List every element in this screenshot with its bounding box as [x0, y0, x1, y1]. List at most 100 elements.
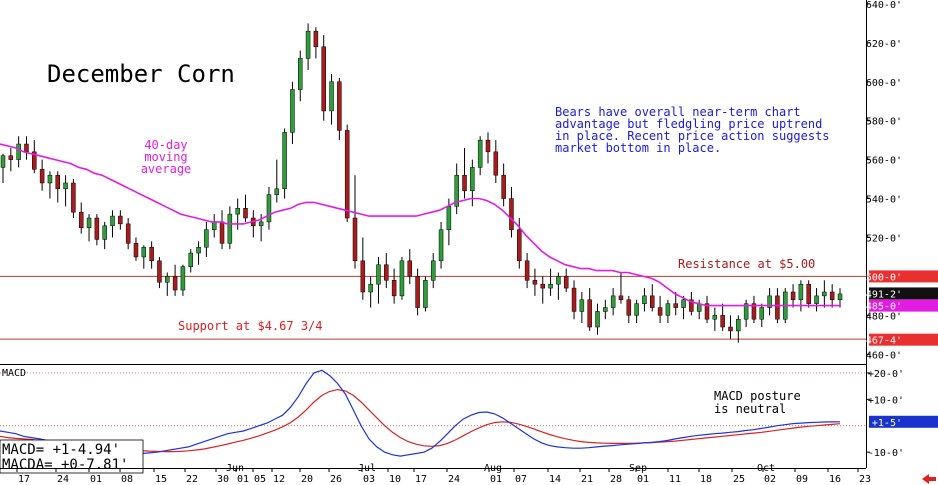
candle-body — [71, 182, 76, 213]
candle-body — [376, 264, 381, 285]
price-tick-label: 460-0' — [866, 350, 902, 361]
candle-body — [579, 299, 585, 312]
candle-body — [329, 81, 334, 112]
date-tick-label: 10 — [389, 474, 401, 485]
date-tick-label: 12 — [273, 474, 285, 485]
date-tick-label: 01 — [637, 474, 649, 485]
moving-average-line — [0, 143, 840, 307]
candle-body — [728, 326, 733, 332]
macd-tick-label: -10-0' — [868, 448, 904, 459]
candle-body — [384, 264, 389, 281]
candle-body — [626, 299, 632, 316]
candle-body — [204, 229, 209, 248]
price-tick-label: 480-0' — [866, 311, 902, 322]
candle-body — [767, 295, 772, 308]
price-tick-label: 640-0' — [866, 0, 902, 11]
candle-body — [407, 260, 413, 277]
candle-body — [8, 155, 14, 160]
price-tag-label: 485-0' — [866, 302, 902, 313]
candle-body — [822, 291, 827, 297]
candle-body — [462, 174, 467, 192]
candle-body — [563, 276, 569, 289]
candle-body — [305, 30, 311, 59]
month-label: Aug — [484, 463, 502, 474]
date-tick-label: 08 — [121, 474, 133, 485]
macd-readout: MACD= +1-4.94' — [2, 442, 120, 458]
candle-body — [790, 291, 796, 301]
date-tick-label: 01 — [90, 474, 102, 485]
candle-body — [798, 283, 804, 301]
candle-body — [399, 260, 405, 297]
price-tick-label: 520-0' — [866, 233, 902, 244]
date-tick-label: 02 — [764, 474, 776, 485]
macd-readout-box — [0, 439, 144, 474]
candle-body — [587, 299, 592, 328]
candle-body — [290, 89, 295, 133]
candle-body — [63, 182, 68, 190]
date-tick-label: 09 — [796, 474, 808, 485]
candle-body — [548, 283, 553, 289]
candle-body — [141, 246, 147, 258]
candle-body — [501, 174, 506, 199]
candle-body — [775, 295, 780, 320]
candle-body — [571, 287, 577, 312]
candle-body — [446, 206, 452, 230]
candle-body — [133, 243, 139, 258]
date-tick-label: 15 — [155, 474, 167, 485]
candle-body — [219, 221, 225, 244]
candle-body — [55, 174, 61, 190]
candle-body — [814, 295, 819, 304]
candle-body — [454, 174, 459, 207]
candle-body — [149, 246, 154, 262]
candle-body — [157, 260, 162, 283]
date-tick-label: 03 — [363, 474, 375, 485]
candle-body — [524, 260, 530, 281]
date-tick-label: 21 — [581, 474, 593, 485]
candle-body — [642, 295, 647, 304]
candle-body — [337, 81, 342, 131]
candle-body — [235, 208, 240, 215]
candle-body — [298, 58, 303, 90]
macd-tag — [869, 415, 938, 428]
candle-body — [493, 151, 499, 176]
candle-body — [704, 303, 710, 320]
candle-body — [423, 280, 428, 308]
macd-tick-label: +20-0' — [868, 369, 904, 380]
price-tag-label: 467-4' — [866, 336, 902, 347]
macda-readout: MACDA= +0-7.81' — [2, 457, 128, 473]
date-tick-label: 24 — [448, 474, 460, 485]
date-tick-label: 16 — [829, 474, 841, 485]
month-label: Sep — [629, 463, 647, 474]
candle-body — [665, 303, 671, 316]
candle-body — [360, 260, 366, 293]
price-tag — [869, 270, 938, 283]
candle-body — [282, 132, 287, 190]
candle-body — [24, 143, 29, 153]
date-tick-label: 24 — [57, 474, 69, 485]
date-tick-label: 05 — [254, 474, 266, 485]
date-tick-label: 07 — [515, 474, 527, 485]
scroll-arrow-icon[interactable] — [922, 474, 936, 484]
candle-body — [243, 208, 248, 219]
candle-body — [556, 276, 561, 285]
date-tick-label: 18 — [700, 474, 712, 485]
candle-body — [391, 280, 397, 297]
date-tick-label: 30 — [217, 474, 229, 485]
candle-body — [110, 215, 115, 227]
price-tick-label: 560-0' — [866, 156, 902, 167]
candle-body — [165, 276, 170, 283]
candle-body — [712, 315, 718, 320]
candle-body — [211, 221, 217, 230]
candle-body — [603, 307, 608, 312]
candle-body — [266, 194, 272, 223]
macd-panel: MACD MACD= +1-4.94'MACDA= +0-7.81' — [0, 368, 866, 474]
candle-body — [274, 188, 280, 195]
candle-body — [689, 299, 694, 312]
candle-body — [806, 283, 811, 304]
annotations: December Corn 40-day moving average Bears ha… — [47, 60, 830, 416]
candle-body — [39, 169, 45, 184]
candle-body — [258, 221, 264, 227]
candle-body — [352, 217, 358, 262]
date-tick-label: 25 — [733, 474, 745, 485]
